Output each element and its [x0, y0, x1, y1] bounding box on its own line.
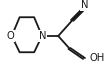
Text: OH: OH	[89, 54, 104, 63]
Text: O: O	[7, 31, 15, 41]
Text: N: N	[39, 31, 46, 41]
Text: N: N	[81, 0, 88, 10]
